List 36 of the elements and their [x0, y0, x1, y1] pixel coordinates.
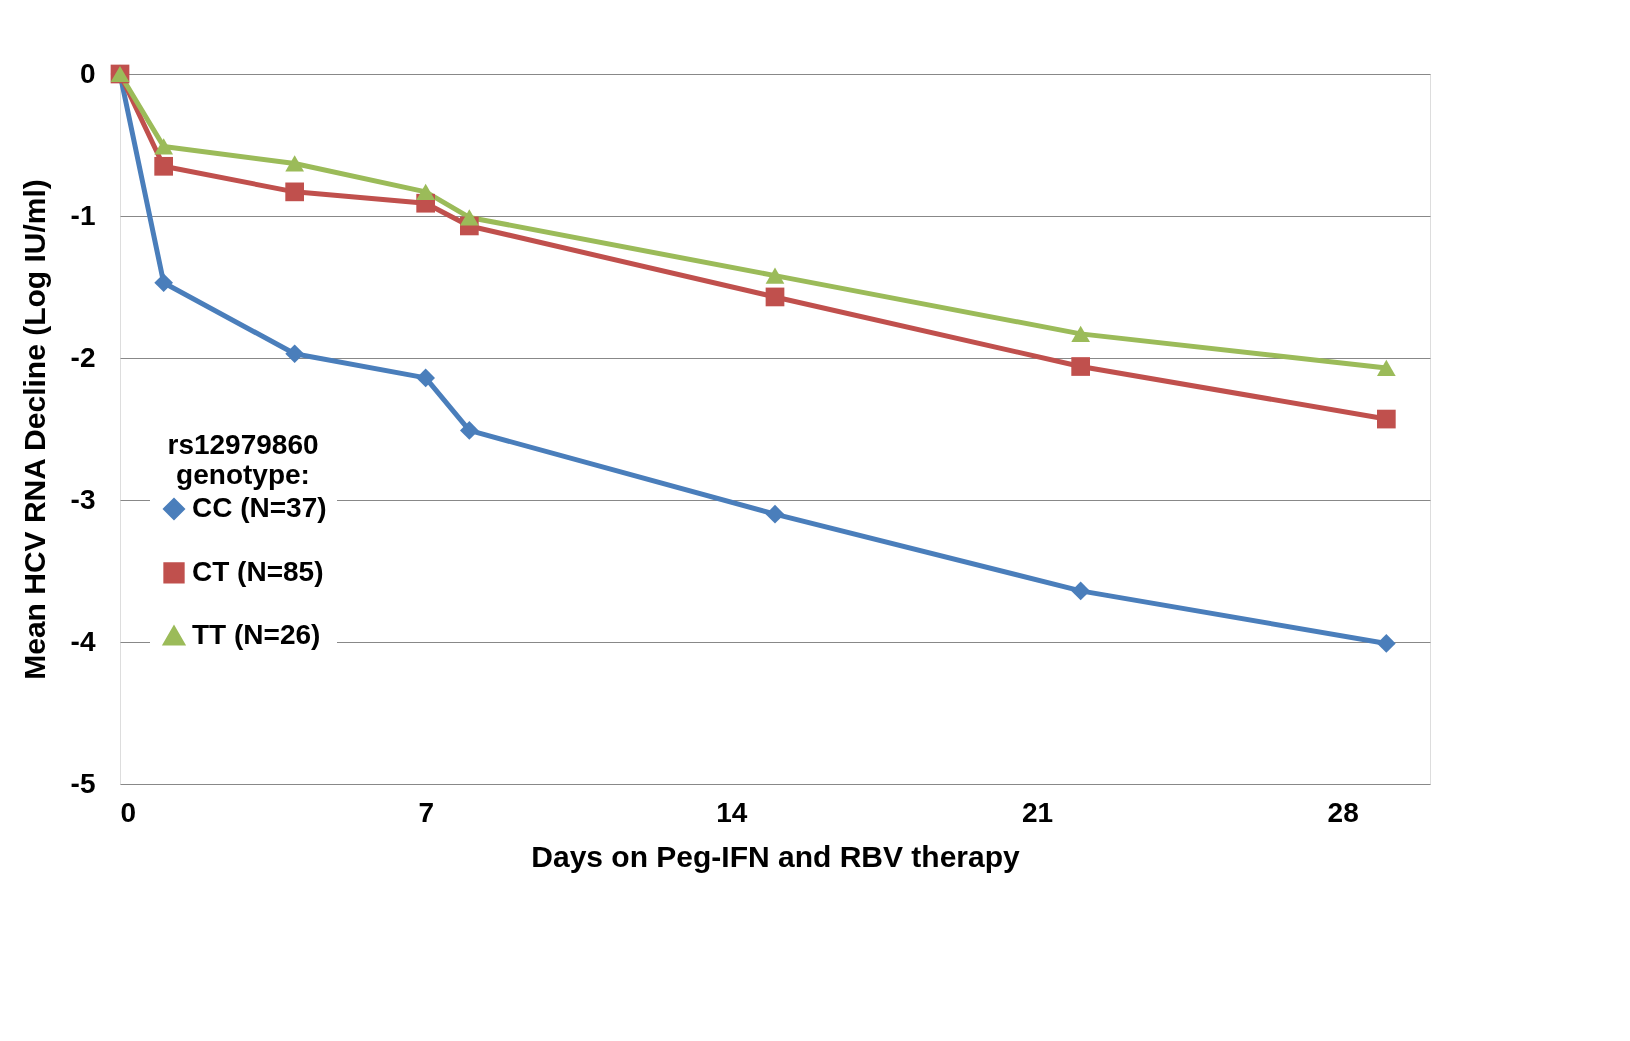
point: [416, 368, 436, 388]
x-axis-title: Days on Peg-IFN and RBV therapy: [531, 839, 1021, 873]
point: [154, 138, 174, 155]
point: [1376, 634, 1396, 653]
point: [459, 421, 479, 440]
point: [285, 344, 305, 364]
x-tick-label: 0: [120, 796, 137, 828]
point: [285, 182, 305, 202]
point: [1071, 581, 1091, 601]
x-tick-label: 21: [1021, 796, 1054, 828]
point: [765, 287, 785, 307]
x-tick-label: 7: [418, 796, 434, 828]
point: [154, 273, 174, 293]
y-tick-label: -4: [70, 625, 96, 657]
point: [1071, 325, 1091, 342]
y-tick-label: -2: [70, 341, 96, 373]
point: [154, 156, 174, 176]
point: [765, 504, 785, 524]
point: [1071, 357, 1091, 376]
y-axis-title: Mean HCV RNA Decline (Log IU/ml): [17, 179, 51, 680]
legend-label: CT (N=85): [192, 555, 324, 587]
point: [1376, 359, 1396, 377]
y-tick-label: -3: [70, 483, 96, 515]
x-tick-label: 14: [716, 796, 748, 828]
point: [285, 155, 305, 172]
legend-label: CC (N=37): [192, 491, 327, 523]
legend-label: TT (N=26): [192, 618, 321, 650]
point: [459, 209, 479, 226]
point: [1376, 409, 1396, 429]
point: [765, 267, 785, 284]
x-tick-label: 28: [1327, 796, 1359, 828]
legend-title: rs12979860 genotype:: [167, 428, 319, 490]
y-tick-label: 0: [79, 57, 96, 89]
y-tick-label: -1: [70, 199, 96, 231]
y-tick-label: -5: [70, 767, 96, 799]
point: [416, 183, 436, 200]
